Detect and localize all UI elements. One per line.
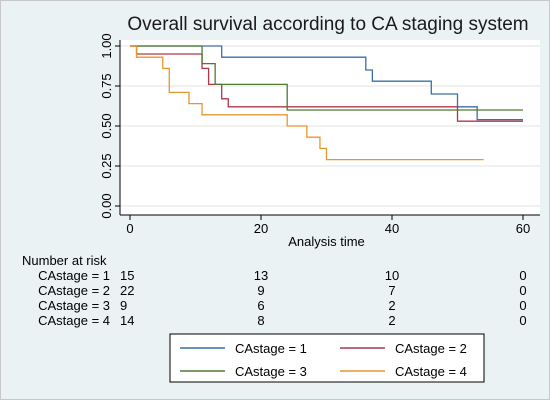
y-tick-label: 1.00 xyxy=(99,33,114,58)
x-tick-label: 20 xyxy=(254,221,268,236)
risk-count: 0 xyxy=(519,268,526,283)
series-line-castage-1 xyxy=(130,45,523,121)
y-tick-label: 0.00 xyxy=(99,193,114,218)
plot-area xyxy=(120,40,540,215)
chart-title: Overall survival according to CA staging… xyxy=(127,14,528,35)
risk-count: 0 xyxy=(519,283,526,298)
legend-box xyxy=(169,333,485,383)
legend-label-castage-2: CAstage = 2 xyxy=(395,341,467,356)
risk-count: 15 xyxy=(120,268,134,283)
risk-count: 14 xyxy=(120,313,134,328)
x-tick-label: 0 xyxy=(126,221,133,236)
risk-row-label: CAstage = 4 xyxy=(38,313,110,328)
risk-count: 13 xyxy=(254,268,268,283)
legend-label-castage-4: CAstage = 4 xyxy=(395,364,467,379)
risk-count: 9 xyxy=(120,298,127,313)
legend-label-castage-1: CAstage = 1 xyxy=(235,341,307,356)
risk-count: 2 xyxy=(388,313,395,328)
risk-table-title: Number at risk xyxy=(22,253,107,268)
legend-label-castage-3: CAstage = 3 xyxy=(235,364,307,379)
risk-count: 10 xyxy=(385,268,399,283)
x-axis-label: Analysis time xyxy=(288,234,365,249)
y-tick-label: 0.50 xyxy=(99,113,114,138)
y-tick-label: 0.25 xyxy=(99,153,114,178)
risk-count: 8 xyxy=(257,313,264,328)
risk-row-label: CAstage = 3 xyxy=(38,298,110,313)
series-line-castage-3 xyxy=(130,45,523,111)
y-tick-label: 0.75 xyxy=(99,73,114,98)
risk-count: 6 xyxy=(257,298,264,313)
x-tick-label: 40 xyxy=(385,221,399,236)
risk-count: 9 xyxy=(257,283,264,298)
risk-row-label: CAstage = 2 xyxy=(38,283,110,298)
risk-row-label: CAstage = 1 xyxy=(38,268,110,283)
series-line-castage-4 xyxy=(130,45,484,161)
risk-count: 7 xyxy=(388,283,395,298)
risk-count: 0 xyxy=(519,313,526,328)
x-tick-label: 60 xyxy=(516,221,530,236)
risk-count: 0 xyxy=(519,298,526,313)
risk-count: 22 xyxy=(120,283,134,298)
risk-count: 2 xyxy=(388,298,395,313)
